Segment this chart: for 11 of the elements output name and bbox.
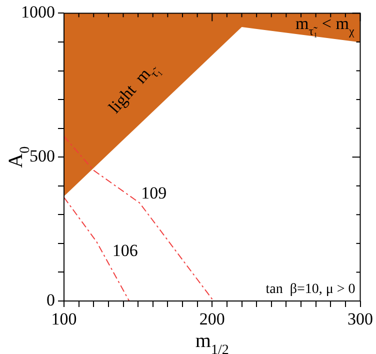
line-series — [64, 136, 214, 301]
y-tick-label: 1000 — [21, 2, 55, 22]
y-tick-label: 500 — [30, 146, 55, 166]
y-tick-label: 0 — [46, 290, 55, 310]
x-tick-label: 200 — [199, 310, 225, 329]
series-label: 106 — [112, 240, 138, 260]
x-tick-label: 300 — [348, 310, 373, 329]
series-label: 109 — [141, 183, 167, 202]
annotation: tan β=10, μ > 0 — [266, 282, 356, 297]
x-tick-label: 100 — [51, 310, 77, 329]
annotation: light mτ̃₁ — [104, 64, 164, 117]
